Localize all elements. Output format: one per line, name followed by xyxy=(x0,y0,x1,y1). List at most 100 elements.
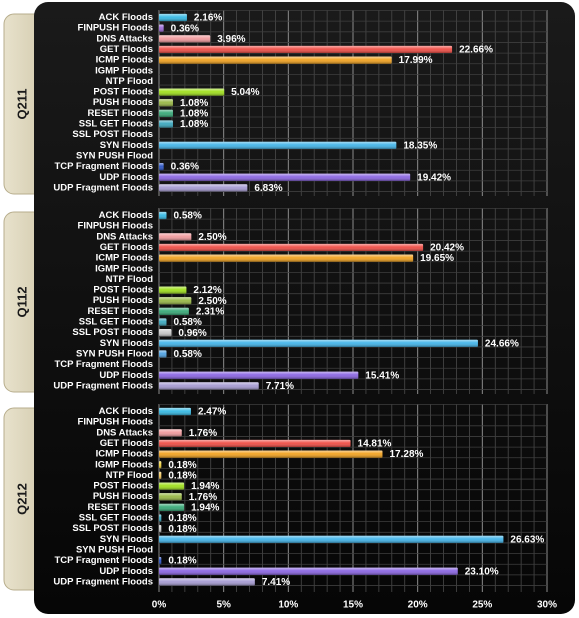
bar xyxy=(159,254,414,262)
category-label: SSL GET Floods xyxy=(79,317,153,328)
value-label: 0.58% xyxy=(174,317,202,328)
bar xyxy=(159,99,173,107)
bar xyxy=(159,382,259,390)
category-label: SYN PUSH Flood xyxy=(76,544,153,555)
category-label: SYN Floods xyxy=(100,534,153,545)
bar xyxy=(159,450,383,458)
value-label: 7.41% xyxy=(262,577,290,588)
bar xyxy=(159,578,255,586)
category-label: NTP Flood xyxy=(106,274,154,285)
category-label: TCP Fragment Floods xyxy=(54,359,153,370)
bar xyxy=(159,243,424,252)
bar xyxy=(159,88,225,96)
value-label: 26.63% xyxy=(510,534,544,545)
bar xyxy=(159,297,192,305)
bar xyxy=(159,350,167,358)
value-label: 1.08% xyxy=(180,108,208,119)
bar xyxy=(159,173,411,181)
value-label: 0.58% xyxy=(174,211,202,222)
category-label: UDP Fragment Floods xyxy=(53,576,153,587)
value-label: 22.66% xyxy=(459,45,493,56)
quarter-label: Q211 xyxy=(14,88,29,119)
value-label: 2.50% xyxy=(198,232,226,243)
bar xyxy=(159,211,167,220)
category-label: UDP Floods xyxy=(99,370,153,381)
x-tick-label: 15% xyxy=(343,600,363,611)
value-label: 0.96% xyxy=(178,328,206,339)
value-label: 0.58% xyxy=(174,349,202,360)
bar xyxy=(159,429,182,437)
bar xyxy=(159,514,162,522)
bar xyxy=(159,318,167,326)
gridlines xyxy=(158,10,548,592)
value-label: 0.36% xyxy=(171,162,199,173)
value-label: 19.42% xyxy=(417,172,451,183)
category-label: RESET Floods xyxy=(88,108,153,119)
bar xyxy=(159,13,187,22)
category-label: GET Floods xyxy=(100,44,153,55)
chart-background xyxy=(34,2,575,614)
category-label: DNS Attacks xyxy=(96,33,153,44)
x-tick-label: 10% xyxy=(278,600,298,611)
category-label: SYN Floods xyxy=(100,338,153,349)
category-label: FINPUSH Floods xyxy=(78,23,153,34)
category-label: IGMP Floods xyxy=(95,65,153,76)
value-label: 0.18% xyxy=(168,556,196,567)
category-label: ACK Floods xyxy=(99,12,153,23)
quarter-label: Q212 xyxy=(14,483,29,515)
category-label: POST Floods xyxy=(93,87,153,98)
category-label: DNS Attacks xyxy=(96,427,153,438)
value-label: 0.36% xyxy=(171,23,199,34)
category-label: SSL POST Floods xyxy=(72,327,153,338)
bar xyxy=(159,286,187,294)
bar xyxy=(159,45,453,54)
bars xyxy=(159,13,504,586)
category-label: UDP Fragment Floods xyxy=(53,182,153,193)
category-label: NTP Flood xyxy=(106,76,154,87)
bar xyxy=(159,35,211,43)
x-axis: 0% 5% 10% 15% 20% 25% 30% xyxy=(152,600,557,611)
bar xyxy=(159,503,185,511)
category-label: IGMP Floods xyxy=(95,459,153,470)
category-label: RESET Floods xyxy=(88,502,153,513)
category-label: UDP Floods xyxy=(99,172,153,183)
value-label: 2.47% xyxy=(198,407,226,418)
category-label: SSL POST Floods xyxy=(72,523,153,534)
value-label: 0.18% xyxy=(168,471,196,482)
category-label: RESET Floods xyxy=(88,306,153,317)
value-label: 17.28% xyxy=(389,449,423,460)
value-label: 0.18% xyxy=(168,524,196,535)
category-label: FINPUSH Floods xyxy=(78,417,153,428)
value-label: 6.83% xyxy=(254,183,282,194)
value-label: 18.35% xyxy=(403,140,437,151)
value-label: 1.76% xyxy=(189,492,217,503)
bar xyxy=(159,233,192,241)
category-label: GET Floods xyxy=(100,242,153,253)
category-label: NTP Flood xyxy=(106,470,154,481)
category-label: ACK Floods xyxy=(99,210,153,221)
category-label: ACK Floods xyxy=(99,406,153,417)
value-label: 24.66% xyxy=(485,338,519,349)
bar xyxy=(159,535,504,543)
category-label: SSL GET Floods xyxy=(79,119,153,130)
bar xyxy=(159,184,248,192)
value-label: 3.96% xyxy=(217,34,245,45)
bar xyxy=(159,24,164,32)
category-label: POST Floods xyxy=(93,285,153,296)
category-label: PUSH Floods xyxy=(93,491,153,502)
category-label: IGMP Floods xyxy=(95,263,153,274)
value-label: 0.18% xyxy=(168,513,196,524)
value-labels: 2.16%0.36%3.96%22.66%17.99%5.04%1.08%1.0… xyxy=(168,13,544,588)
value-label: 2.16% xyxy=(194,13,222,24)
category-label: FINPUSH Floods xyxy=(78,221,153,232)
category-label: SYN Floods xyxy=(100,140,153,151)
bar xyxy=(159,439,351,448)
value-label: 15.41% xyxy=(365,370,399,381)
bar xyxy=(159,141,397,149)
value-label: 19.65% xyxy=(420,253,454,264)
value-label: 7.71% xyxy=(266,381,294,392)
bar xyxy=(159,371,359,379)
category-label: TCP Fragment Floods xyxy=(54,555,153,566)
